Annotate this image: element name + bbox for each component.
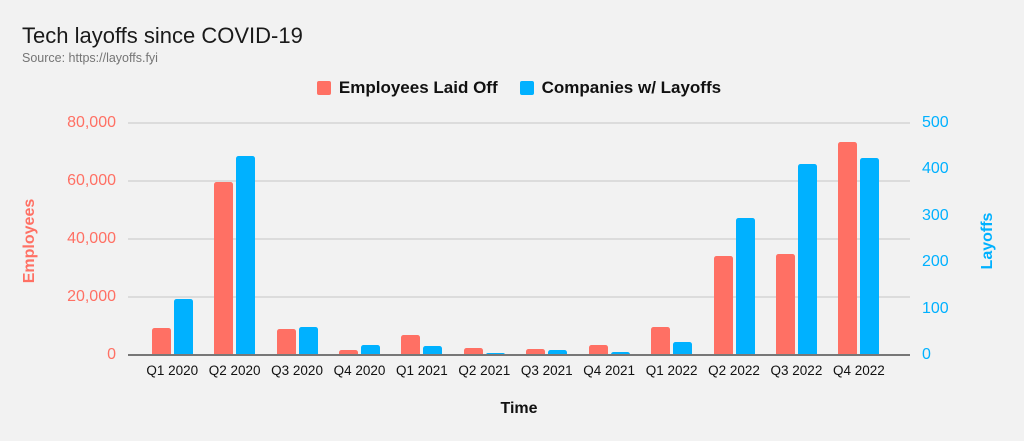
bar-group-q1-2020 bbox=[141, 123, 203, 355]
x-axis-line bbox=[128, 354, 910, 356]
bar-companies-q3-2022 bbox=[797, 164, 817, 355]
y-tick-left-80000: 80,000 bbox=[67, 114, 116, 131]
bar-employees-q3-2021 bbox=[526, 349, 546, 355]
bar-group-q2-2020 bbox=[203, 123, 265, 355]
bar-companies-q4-2021 bbox=[610, 351, 630, 355]
y-tick-right-0: 0 bbox=[922, 346, 931, 363]
bar-employees-q1-2021 bbox=[401, 335, 421, 355]
x-tick-q3-2022: Q3 2022 bbox=[770, 363, 823, 378]
y-tick-right-100: 100 bbox=[922, 299, 949, 317]
bar-employees-q4-2022 bbox=[838, 142, 858, 355]
bar-companies-q4-2022 bbox=[860, 158, 880, 355]
y-tick-left-40000: 40,000 bbox=[67, 230, 116, 247]
bar-companies-q1-2021 bbox=[423, 345, 443, 355]
x-tick-q1-2021: Q1 2021 bbox=[396, 363, 448, 378]
legend-item-companies: Companies w/ Layoffs bbox=[519, 78, 722, 98]
x-tick-q2-2022: Q2 2022 bbox=[708, 363, 760, 378]
bar-employees-q4-2020 bbox=[338, 350, 358, 355]
y-tick-left-60000: 60,000 bbox=[67, 172, 116, 189]
y-tick-left-20000: 20,000 bbox=[67, 288, 116, 305]
x-axis-ticks: Q1 2020 Q2 2020 Q3 2020 Q4 2020 Q1 2021 Q2 20… bbox=[141, 363, 890, 378]
bar-employees-q1-2022 bbox=[651, 327, 671, 355]
bar-group-q4-2021 bbox=[578, 123, 640, 355]
bar-group-q1-2021 bbox=[391, 123, 453, 355]
bar-group-q4-2022 bbox=[828, 123, 890, 355]
gridline-80000 bbox=[128, 122, 910, 124]
y-tick-right-500: 500 bbox=[922, 114, 949, 131]
bar-employees-q2-2022 bbox=[713, 255, 733, 355]
y-tick-right-300: 300 bbox=[922, 206, 949, 224]
bar-employees-q2-2021 bbox=[463, 347, 483, 355]
bar-companies-q2-2022 bbox=[735, 217, 755, 355]
x-tick-q2-2021: Q2 2021 bbox=[458, 363, 511, 378]
bar-group-q3-2021 bbox=[516, 123, 578, 355]
legend-label-companies: Companies w/ Layoffs bbox=[541, 78, 722, 97]
x-tick-q4-2020: Q4 2020 bbox=[333, 363, 386, 378]
x-tick-q3-2021: Q3 2021 bbox=[520, 363, 573, 378]
legend-item-employees: Employees Laid Off bbox=[316, 78, 498, 98]
y-tick-right-400: 400 bbox=[922, 160, 949, 178]
bar-group-q2-2021 bbox=[453, 123, 515, 355]
chart-title: Tech layoffs since COVID-19 bbox=[22, 23, 303, 48]
bar-employees-q4-2021 bbox=[588, 345, 608, 355]
legend-swatch-employees bbox=[316, 81, 331, 95]
x-axis-title: Time bbox=[500, 400, 538, 417]
x-tick-q3-2020: Q3 2020 bbox=[271, 363, 323, 378]
bar-employees-q3-2020 bbox=[276, 328, 296, 355]
bar-group-q2-2022 bbox=[703, 123, 765, 355]
legend-swatch-companies bbox=[519, 81, 534, 95]
gridline-20000 bbox=[128, 296, 910, 298]
legend-label-employees: Employees Laid Off bbox=[338, 78, 498, 97]
bar-companies-q2-2021 bbox=[485, 352, 505, 355]
bar-group-q3-2022 bbox=[765, 123, 827, 355]
bar-groups bbox=[141, 123, 890, 355]
bar-companies-q2-2020 bbox=[236, 156, 256, 355]
bar-companies-q3-2020 bbox=[298, 327, 318, 355]
right-axis-ticks: 0 100 200 300 400 500 bbox=[922, 114, 1012, 363]
bar-employees-q3-2022 bbox=[775, 254, 795, 355]
y-tick-right-200: 200 bbox=[922, 253, 949, 271]
y-tick-left-0: 0 bbox=[107, 346, 116, 363]
bar-employees-q2-2020 bbox=[214, 181, 234, 355]
bar-companies-q1-2022 bbox=[673, 341, 693, 355]
x-tick-q4-2022: Q4 2022 bbox=[832, 363, 885, 378]
gridline-60000 bbox=[128, 180, 910, 182]
gridline-40000 bbox=[128, 238, 910, 240]
bar-companies-q4-2020 bbox=[360, 345, 380, 355]
left-axis-ticks: 0 20,000 40,000 60,000 80,000 bbox=[0, 114, 116, 363]
bar-employees-q1-2020 bbox=[151, 328, 171, 355]
chart-source-text: Source: https://layoffs.fyi bbox=[22, 51, 158, 65]
bar-companies-q3-2021 bbox=[548, 350, 568, 355]
x-tick-q1-2022: Q1 2022 bbox=[645, 363, 698, 378]
plot-area bbox=[128, 122, 910, 356]
bar-companies-q1-2020 bbox=[173, 299, 193, 355]
x-tick-q1-2020: Q1 2020 bbox=[146, 363, 199, 378]
bar-group-q4-2020 bbox=[328, 123, 390, 355]
x-tick-q4-2021: Q4 2021 bbox=[583, 363, 636, 378]
chart-legend: Employees Laid Off Companies w/ Layoffs bbox=[128, 78, 910, 98]
x-tick-q2-2020: Q2 2020 bbox=[208, 363, 261, 378]
bar-group-q1-2022 bbox=[640, 123, 702, 355]
bar-group-q3-2020 bbox=[266, 123, 328, 355]
